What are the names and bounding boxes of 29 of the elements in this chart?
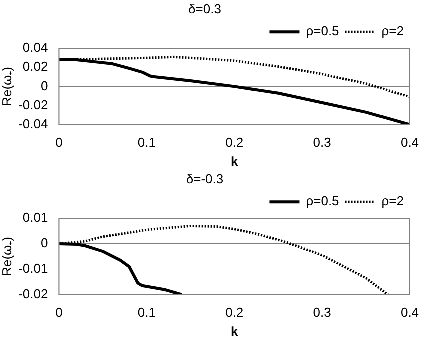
x-tick-label: 0.3 — [313, 135, 332, 150]
x-tick-label: 0.1 — [138, 135, 156, 150]
x-tick-label: 0 — [56, 305, 63, 320]
y-tick-label: 0.01 — [22, 210, 48, 226]
chart-title: δ=0.3 — [188, 1, 222, 16]
x-axis-title: k — [231, 324, 239, 339]
x-tick-label: 0.4 — [400, 305, 420, 320]
y-axis-title: Re(ω₊) — [0, 236, 14, 276]
legend-label: ρ=2 — [382, 24, 404, 39]
legend-label: ρ=0.5 — [306, 194, 340, 209]
y-tick-label: -0.01 — [18, 260, 48, 276]
chart-title: δ=-0.3 — [186, 171, 224, 186]
y-tick-label: -0.02 — [18, 97, 48, 112]
x-tick-label: 0.4 — [400, 135, 420, 150]
x-tick-label: 0.2 — [226, 305, 244, 320]
y-tick-label: -0.02 — [18, 286, 48, 302]
y-tick-label: 0.02 — [22, 59, 48, 74]
x-tick-label: 0 — [56, 135, 63, 150]
y-tick-label: 0.04 — [22, 40, 48, 56]
y-tick-label: 0 — [40, 236, 48, 251]
y-tick-label: -0.04 — [18, 116, 48, 132]
y-axis-title: Re(ω₊) — [0, 66, 14, 106]
x-tick-label: 0.2 — [226, 135, 244, 150]
legend-label: ρ=0.5 — [306, 24, 340, 39]
x-tick-label: 0.3 — [313, 305, 332, 320]
y-tick-label: 0 — [40, 78, 48, 94]
x-axis-title: k — [231, 154, 239, 169]
legend-label: ρ=2 — [382, 194, 404, 209]
x-tick-label: 0.1 — [138, 305, 156, 320]
